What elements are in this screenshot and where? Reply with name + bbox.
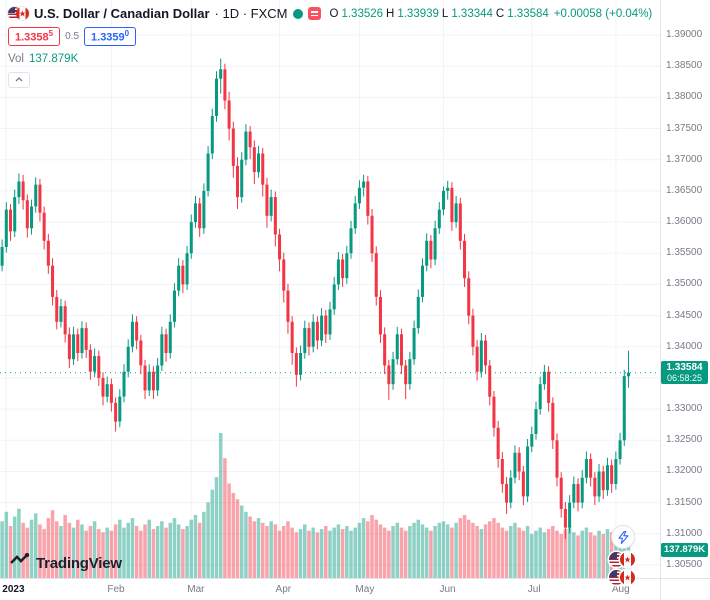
high-value: 1.33939: [397, 7, 439, 20]
price-axis-label: 1.34000: [666, 340, 703, 352]
price-axis-label: 1.36000: [666, 216, 703, 228]
buy-price-button[interactable]: 1.33590: [84, 27, 137, 46]
symbol-legend-row: U.S. Dollar / Canadian Dollar · 1D · FXC…: [8, 6, 652, 21]
price-axis-label: 1.37000: [666, 153, 703, 165]
price-axis-label: 1.31500: [666, 496, 703, 508]
cad-flag-icon: [16, 7, 29, 20]
broker-pair-badge-1[interactable]: [609, 552, 635, 567]
instant-trading-button[interactable]: [611, 525, 635, 549]
chevron-up-icon: [15, 77, 23, 82]
cad-flag-icon: [620, 552, 635, 567]
price-axis[interactable]: 1.39000 1.38500 1.38000 1.37500 1.37000 1.365…: [660, 0, 710, 578]
time-axis-label: May: [355, 584, 375, 595]
high-label: H: [386, 7, 395, 20]
chart-legend: U.S. Dollar / Canadian Dollar · 1D · FXC…: [8, 6, 652, 88]
axis-corner: [660, 578, 710, 600]
time-axis-label: Jul: [527, 584, 541, 595]
close-label: C: [495, 7, 505, 20]
broker-pair-badge-2[interactable]: [609, 570, 635, 585]
time-axis-label: Aug: [611, 584, 630, 595]
price-axis-label: 1.32000: [666, 465, 703, 477]
price-axis-label: 1.35500: [666, 247, 703, 259]
time-axis[interactable]: 2023 Feb Mar Apr May Jun Jul Aug: [0, 578, 660, 600]
time-axis-label: Mar: [187, 584, 205, 595]
trade-panel: [609, 525, 635, 585]
price-axis-label: 1.37500: [666, 122, 703, 134]
price-axis-label: 1.35000: [666, 278, 703, 290]
sell-price-button[interactable]: 1.33585: [8, 27, 61, 46]
spread-value: 0.5: [65, 30, 80, 42]
price-axis-label: 1.38500: [666, 60, 703, 72]
price-axis-label: 1.33000: [666, 403, 703, 415]
symbol-interval-exchange[interactable]: · 1D · FXCM: [214, 6, 288, 21]
object-tree-icon[interactable]: [307, 7, 321, 20]
open-label: O: [329, 7, 339, 20]
volume-indicator-legend: Vol 137.879K: [8, 53, 652, 65]
price-axis-label: 1.31000: [666, 527, 703, 539]
open-value: 1.33526: [341, 7, 384, 20]
market-status-dot-icon[interactable]: [292, 8, 303, 19]
price-axis-label: 1.32500: [666, 434, 703, 446]
symbol-logo-icon: [8, 7, 29, 20]
tradingview-logo[interactable]: TradingView: [10, 552, 122, 574]
price-axis-label: 1.39000: [666, 29, 703, 40]
volume-label: Vol: [8, 52, 24, 65]
low-label: L: [441, 7, 449, 20]
time-axis-label: Jun: [439, 584, 456, 595]
low-value: 1.33344: [451, 7, 493, 20]
price-axis-label: 1.38000: [666, 91, 703, 103]
time-axis-label: Apr: [275, 584, 292, 595]
volume-value: 137.879K: [29, 52, 79, 65]
lightning-icon: [617, 530, 629, 544]
tradingview-logo-icon: [10, 552, 30, 574]
ohlc-readout: O 1.33526 H 1.33939 L 1.33344 C 1.33584 +0.0…: [330, 8, 653, 20]
bar-countdown: 06:58:25: [666, 372, 703, 383]
price-axis-label: 1.30500: [666, 559, 703, 570]
price-axis-label: 1.36500: [666, 184, 703, 196]
last-price-badge: 1.33584 06:58:25: [661, 360, 708, 384]
symbol-title[interactable]: U.S. Dollar / Canadian Dollar: [34, 6, 210, 21]
cad-flag-icon: [620, 570, 635, 585]
collapse-legend-button[interactable]: [8, 71, 30, 88]
close-value: 1.33584: [507, 7, 549, 20]
tradingview-logo-text: TradingView: [36, 555, 122, 572]
change-value: +0.00058 (+0.04%): [553, 7, 653, 20]
bid-ask-row: 1.33585 0.5 1.33590: [8, 27, 652, 46]
time-axis-label: Feb: [107, 584, 125, 595]
last-price-value: 1.33584: [666, 361, 703, 373]
volume-badge: 137.879K: [661, 542, 708, 557]
time-axis-label: 2023: [2, 584, 25, 595]
price-axis-label: 1.34500: [666, 309, 703, 321]
